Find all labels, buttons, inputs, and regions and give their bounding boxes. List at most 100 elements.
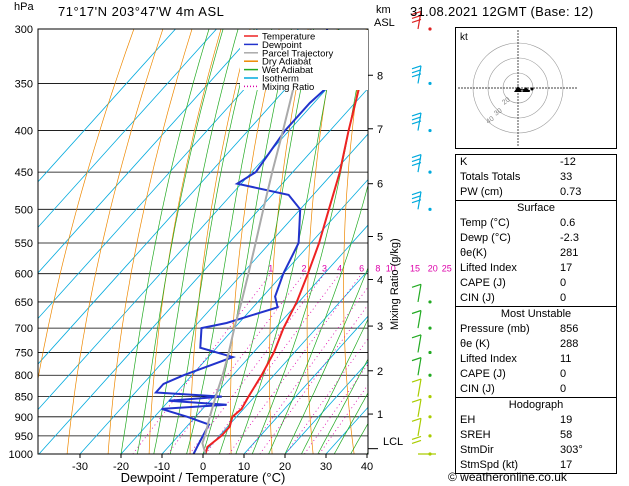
copyright-text: © weatheronline.co.uk (448, 470, 567, 484)
hodograph-panel: 20 30 40 kt (455, 27, 617, 149)
barb-feather (411, 73, 422, 78)
stat-row: CAPE (J) 0 (460, 368, 567, 380)
legend-label: Isotherm (262, 74, 299, 85)
legend-label: Temperature (262, 32, 315, 43)
stat-row: Lifted Index 11 (460, 353, 572, 365)
series-temperature (204, 60, 368, 454)
legend-label: Dry Adiabat (262, 57, 311, 68)
barb-feather (411, 65, 422, 70)
hpa-label: hPa (14, 1, 34, 13)
temp-tick-label: 20 (279, 461, 291, 473)
barb-feather (411, 398, 422, 403)
barb-feather (411, 153, 422, 159)
wind-barb (411, 417, 432, 438)
legend-label: Dewpoint (262, 40, 302, 51)
km-tick-label: 2 (377, 366, 383, 378)
km-tick-label: 3 (377, 321, 383, 333)
wind-barb (411, 191, 432, 211)
wet-adiabat-line (333, 392, 368, 454)
barb-staff (417, 378, 422, 397)
wet-adiabat-line (317, 358, 368, 454)
barb-level-dot (428, 27, 432, 31)
barb-level-dot (428, 326, 432, 330)
dry-adiabat-line (230, 29, 280, 454)
stat-row-k: K -12 (460, 156, 576, 168)
wet-adiabat-line (219, 29, 314, 454)
barb-level-dot (428, 170, 432, 174)
hodograph-section: Hodograph EH 19 SREH 58 StmDir 303° StmSpd … (456, 397, 616, 473)
barb-feather (411, 357, 422, 362)
pressure-tick-label: 600 (15, 269, 33, 281)
isotherm-line (38, 42, 368, 411)
stat-row: StmDir 303° (460, 444, 583, 456)
mixing-ratio-label: 20 (428, 264, 438, 274)
mixing-ratio-title: Mixing Ratio (g/kg) (389, 238, 401, 330)
legend-label: Wet Adiabat (262, 65, 313, 76)
indices-section: K -12 Totals Totals 33 PW (cm) 0.73 (456, 155, 616, 200)
stats-panel: K -12 Totals Totals 33 PW (cm) 0.73 Surface… (455, 154, 617, 474)
barb-level-dot (428, 207, 432, 211)
storm-motion-marker (514, 86, 522, 92)
temp-tick-label: 30 (320, 461, 332, 473)
wet-adiabat-line (202, 29, 292, 454)
stat-row: θe(K) 281 (460, 247, 579, 259)
pressure-tick-label: 800 (15, 370, 33, 382)
hodograph-point (530, 87, 534, 91)
barb-level-dot (428, 128, 432, 133)
km-tick-label: 6 (377, 179, 383, 191)
barb-feather (411, 439, 422, 444)
wind-barb (411, 283, 432, 304)
wet-adiabat-line (186, 29, 273, 454)
barb-feather (411, 191, 422, 196)
legend-background (240, 30, 368, 90)
barb-feather (411, 161, 422, 167)
barb-feather (411, 116, 422, 121)
mixing-ratio-label: 6 (359, 264, 364, 274)
lcl-label: LCL (383, 436, 403, 448)
wind-barb (411, 309, 432, 330)
stat-row: CIN (J) 0 (460, 292, 567, 304)
wind-barb (411, 398, 432, 419)
legend-label: Parcel Trajectory (262, 48, 334, 59)
hodograph-ring-label: 40 (485, 115, 495, 125)
barb-level-dot (428, 350, 432, 355)
hodograph-kt-label: kt (460, 32, 468, 43)
wind-barb (411, 435, 436, 456)
barb-staff (417, 418, 422, 436)
wet-adiabat-line (137, 29, 224, 454)
stat-row: EH 19 (460, 414, 573, 426)
most-unstable-section: Most Unstable Pressure (mb) 856 θe (K) 288… (456, 306, 616, 397)
stat-row-totals: Totals Totals 33 (460, 171, 573, 183)
wind-barb (411, 153, 432, 174)
mixing-ratio-label: 4 (337, 264, 342, 274)
km-tick-label: 1 (377, 409, 383, 421)
stat-row: Lifted Index 17 (460, 262, 573, 274)
temp-tick-label: 40 (361, 461, 373, 473)
dry-adiabat-line (66, 29, 164, 454)
isotherm-line (161, 224, 368, 454)
mixing-ratio-line (285, 338, 368, 454)
stat-row: SREH 58 (460, 429, 573, 441)
mixing-ratio-label: 25 (442, 264, 452, 274)
mixing-ratio-label: 2 (301, 264, 306, 274)
barb-feather (411, 157, 422, 163)
dry-adiabat-line (306, 29, 338, 454)
isotherm-line (38, 87, 368, 454)
barb-feather (411, 69, 422, 74)
stat-row: Dewp (°C) -2.3 (460, 232, 579, 244)
stat-row: θe (K) 288 (460, 338, 579, 350)
dry-adiabat-line (38, 29, 135, 381)
km-label: km (376, 4, 391, 16)
pressure-tick-label: 900 (15, 412, 33, 424)
stat-row: CAPE (J) 0 (460, 277, 567, 289)
isotherm-line (38, 29, 258, 274)
barb-feather (411, 120, 422, 125)
barb-level-dot (428, 81, 432, 86)
mixing-ratio-label: 8 (375, 264, 380, 274)
barb-feather (411, 14, 422, 19)
isotherm-line (284, 361, 368, 454)
pressure-tick-label: 650 (15, 297, 33, 309)
datetime-header: 31.08.2021 12GMT (Base: 12) (410, 4, 594, 19)
